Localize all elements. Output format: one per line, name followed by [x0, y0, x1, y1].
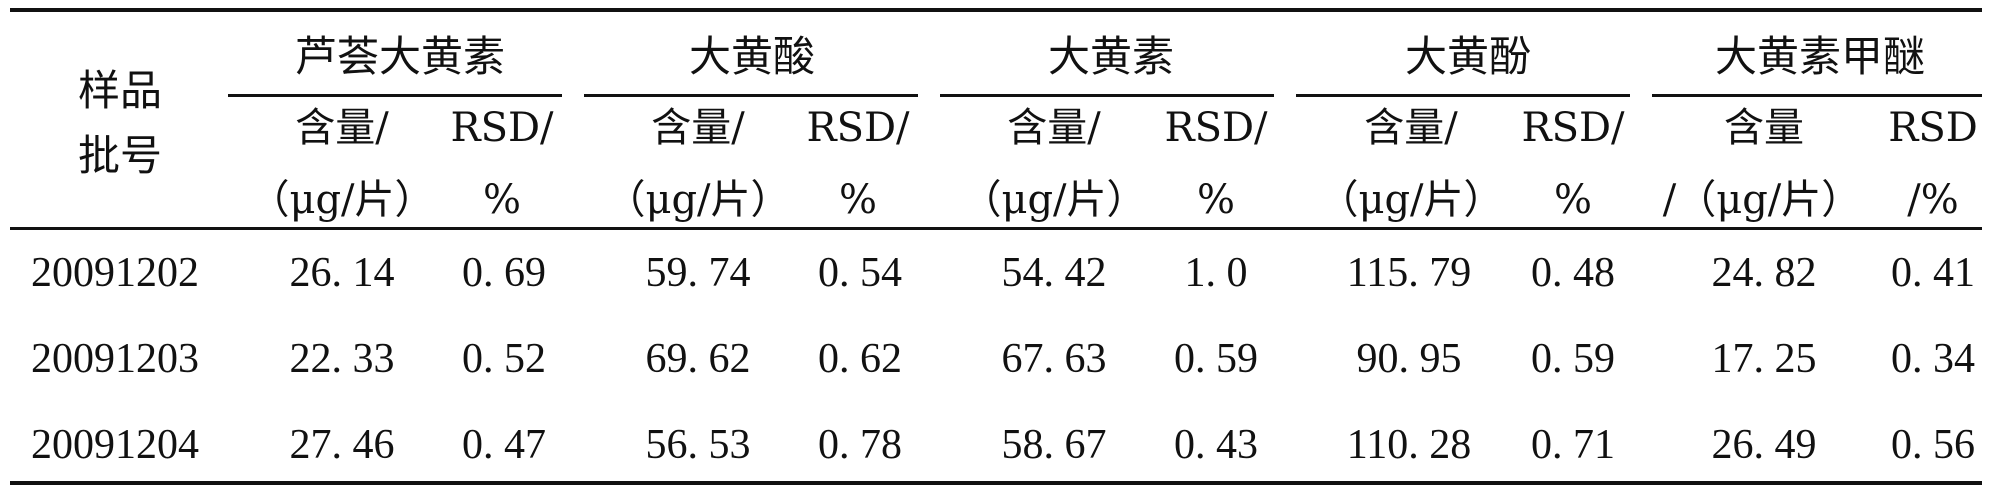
value-cell: 0. 56 — [1891, 422, 1975, 468]
content-header: （μg/片） — [961, 177, 1147, 223]
value-cell: 54. 42 — [1001, 250, 1107, 296]
group-underline — [228, 94, 562, 97]
rsd-header: RSD/ — [450, 105, 554, 151]
group-underline — [584, 94, 918, 97]
content-header: （μg/片） — [605, 177, 791, 223]
rsd-header: RSD/ — [806, 105, 910, 151]
rsd-header: /% — [1907, 177, 1959, 223]
value-cell: 0. 48 — [1531, 250, 1615, 296]
content-header: 含量/ — [1007, 105, 1101, 151]
value-cell: 0. 59 — [1174, 336, 1258, 382]
group-underline — [1652, 94, 1982, 97]
value-cell: 0. 41 — [1891, 250, 1975, 296]
rsd-header: RSD — [1888, 105, 1978, 151]
value-cell: 56. 53 — [645, 422, 751, 468]
batch-cell: 20091203 — [31, 336, 199, 382]
content-header: /（μg/片） — [1662, 177, 1862, 223]
value-cell: 0. 69 — [462, 250, 546, 296]
value-cell: 1. 0 — [1184, 250, 1248, 296]
value-cell: 0. 78 — [818, 422, 902, 468]
corner-header-line-1: 样品 — [77, 66, 163, 115]
value-cell: 58. 67 — [1001, 422, 1107, 468]
group-header: 大黄素甲醚 — [1714, 32, 1926, 81]
group-header: 大黄酸 — [688, 32, 816, 81]
group-header: 大黄素 — [1047, 32, 1175, 81]
value-cell: 115. 79 — [1346, 250, 1472, 296]
value-cell: 67. 63 — [1001, 336, 1107, 382]
rsd-header: % — [1196, 177, 1236, 223]
content-header: 含量 — [1724, 105, 1804, 151]
value-cell: 0. 43 — [1174, 422, 1258, 468]
value-cell: 110. 28 — [1346, 422, 1472, 468]
value-cell: 0. 47 — [462, 422, 546, 468]
value-cell: 0. 71 — [1531, 422, 1615, 468]
value-cell: 0. 52 — [462, 336, 546, 382]
value-cell: 90. 95 — [1356, 336, 1462, 382]
rsd-header: % — [482, 177, 522, 223]
value-cell: 59. 74 — [645, 250, 751, 296]
value-cell: 0. 59 — [1531, 336, 1615, 382]
value-cell: 0. 62 — [818, 336, 902, 382]
content-header: 含量/ — [651, 105, 745, 151]
content-header: （μg/片） — [249, 177, 435, 223]
content-header: 含量/ — [295, 105, 389, 151]
value-cell: 27. 46 — [289, 422, 395, 468]
rsd-header: % — [838, 177, 878, 223]
group-header: 大黄酚 — [1404, 32, 1532, 81]
group-underline — [940, 94, 1274, 97]
batch-cell: 20091204 — [31, 422, 199, 468]
group-underline — [1296, 94, 1630, 97]
rsd-header: RSD/ — [1521, 105, 1625, 151]
header-rule — [10, 227, 1982, 230]
value-cell: 0. 54 — [818, 250, 902, 296]
value-cell: 69. 62 — [645, 336, 751, 382]
group-header: 芦荟大黄素 — [294, 32, 506, 81]
value-cell: 17. 25 — [1711, 336, 1817, 382]
rsd-header: RSD/ — [1164, 105, 1268, 151]
value-cell: 26. 14 — [289, 250, 395, 296]
value-cell: 22. 33 — [289, 336, 395, 382]
content-header: 含量/ — [1364, 105, 1458, 151]
bottom-rule — [10, 481, 1982, 485]
value-cell: 0. 34 — [1891, 336, 1975, 382]
corner-header-line-2: 批号 — [77, 131, 163, 180]
rsd-header: % — [1553, 177, 1593, 223]
content-header: （μg/片） — [1318, 177, 1504, 223]
value-cell: 24. 82 — [1711, 250, 1817, 296]
top-rule — [10, 8, 1982, 12]
batch-cell: 20091202 — [31, 250, 199, 296]
value-cell: 26. 49 — [1711, 422, 1817, 468]
